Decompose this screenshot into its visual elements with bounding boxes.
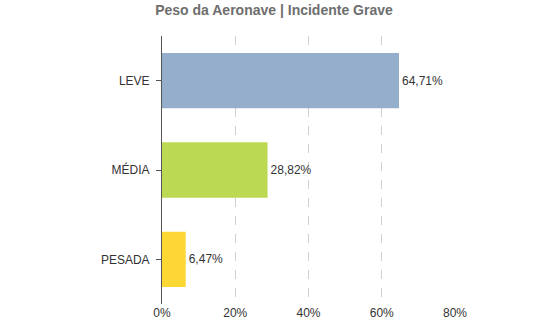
- svg-text:Peso da Aeronave | Incidente G: Peso da Aeronave | Incidente Grave: [155, 2, 393, 18]
- svg-text:PESADA: PESADA: [101, 253, 150, 267]
- svg-text:6,47%: 6,47%: [189, 252, 223, 266]
- svg-text:20%: 20%: [223, 306, 247, 320]
- svg-text:0%: 0%: [153, 306, 171, 320]
- svg-text:28,82%: 28,82%: [271, 163, 312, 177]
- svg-text:60%: 60%: [370, 306, 394, 320]
- svg-text:40%: 40%: [296, 306, 320, 320]
- svg-text:LEVE: LEVE: [119, 74, 150, 88]
- svg-text:80%: 80%: [443, 306, 467, 320]
- svg-text:64,71%: 64,71%: [402, 74, 443, 88]
- svg-text:MÉDIA: MÉDIA: [112, 162, 150, 177]
